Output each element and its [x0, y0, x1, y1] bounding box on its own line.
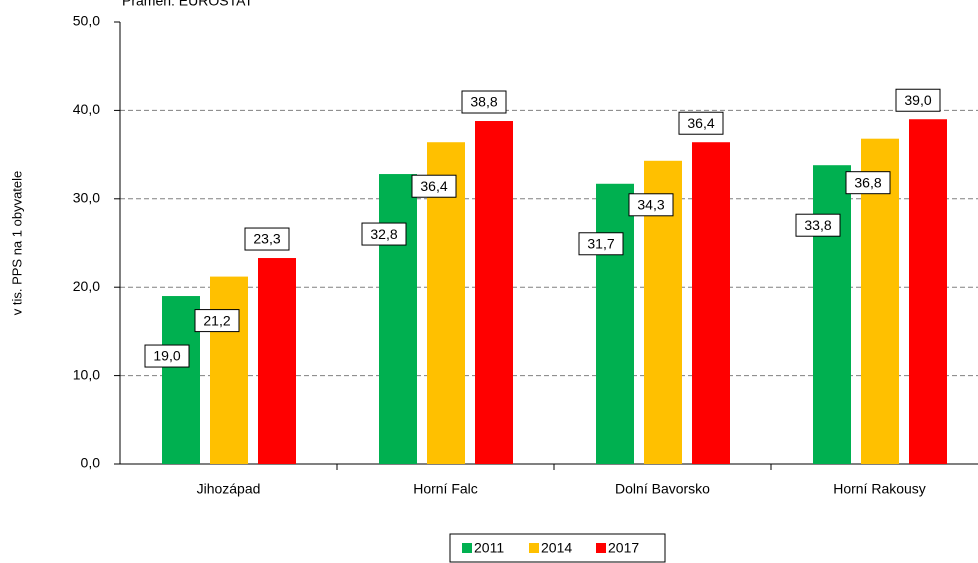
y-tick-label: 0,0	[81, 455, 101, 471]
y-tick-label: 40,0	[73, 101, 100, 117]
bar	[475, 121, 513, 465]
value-label-box	[244, 227, 290, 251]
bar	[210, 276, 248, 464]
value-label: 36,8	[854, 174, 881, 190]
x-tick-label: Horní Rakousy	[833, 481, 926, 497]
value-label-box	[895, 88, 941, 112]
legend-label: 2014	[541, 540, 572, 556]
value-label-box	[144, 344, 190, 368]
value-label: 36,4	[687, 115, 714, 131]
value-label-box	[578, 232, 624, 256]
y-tick-label: 30,0	[73, 190, 100, 206]
legend-swatch	[596, 543, 606, 553]
value-label: 23,3	[253, 231, 280, 247]
source: Pramen: EUROSTAT	[122, 0, 253, 9]
value-label-box	[628, 193, 674, 217]
x-tick-label: Horní Falc	[413, 481, 478, 497]
value-label-box	[461, 90, 507, 114]
value-label-box	[194, 309, 240, 333]
legend-swatch	[529, 543, 539, 553]
value-label: 32,8	[370, 226, 397, 242]
value-label: 38,8	[470, 94, 497, 110]
legend-box	[449, 533, 666, 563]
legend-label: 2011	[474, 540, 504, 556]
bar	[596, 183, 634, 464]
x-tick-label: Jihozápad	[197, 481, 261, 497]
value-label: 36,4	[420, 178, 447, 194]
value-label: 33,8	[804, 217, 831, 233]
bar	[813, 165, 851, 464]
value-label-box	[678, 111, 724, 135]
value-label-box	[845, 171, 891, 195]
value-label-box	[361, 222, 407, 246]
y-tick-label: 10,0	[73, 366, 100, 382]
y-tick-label: 50,0	[73, 13, 100, 29]
bar	[379, 174, 417, 464]
value-label: 31,7	[587, 235, 614, 251]
value-label: 21,2	[203, 312, 230, 328]
bar	[909, 119, 947, 465]
bar	[258, 258, 296, 464]
legend-swatch	[462, 543, 472, 553]
x-tick-label: Dolní Bavorsko	[615, 481, 710, 497]
y-tick-label: 20,0	[73, 278, 100, 294]
value-label: 19,0	[153, 348, 180, 364]
bar	[692, 142, 730, 464]
value-label-box	[411, 174, 457, 198]
value-label: 34,3	[637, 196, 664, 212]
value-label: 39,0	[904, 92, 931, 108]
legend-label: 2017	[608, 540, 639, 556]
bar	[162, 296, 200, 464]
y-axis-label: v tis. PPS na 1 obyvatele	[9, 171, 24, 316]
value-label-box	[795, 213, 841, 237]
